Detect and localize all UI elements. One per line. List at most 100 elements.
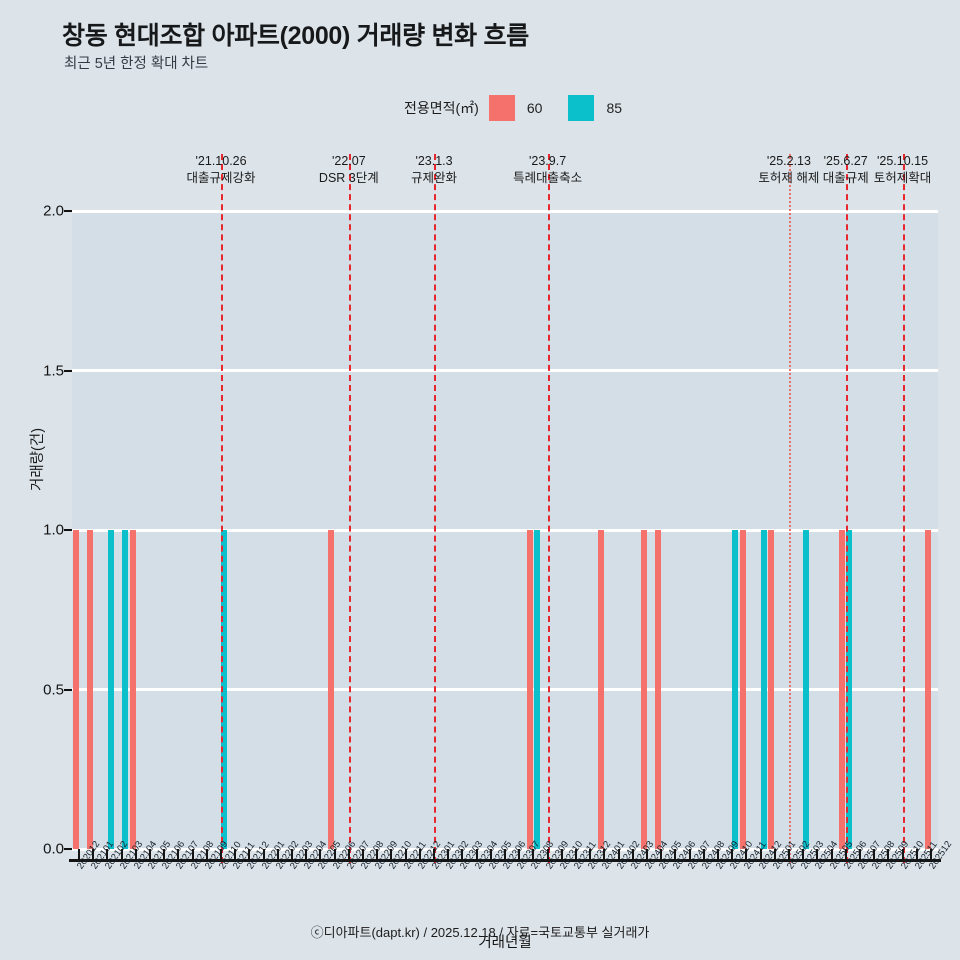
x-tick-mark	[461, 849, 464, 860]
legend-title: 전용면적(㎡)	[404, 100, 479, 116]
y-tick-mark	[64, 369, 72, 372]
bar	[129, 530, 136, 849]
y-tick-label: 0.0	[43, 840, 64, 858]
x-tick-mark	[589, 849, 592, 860]
bar	[768, 530, 775, 849]
y-tick-mark	[64, 529, 72, 531]
x-tick-mark	[220, 849, 223, 860]
x-tick-mark	[915, 849, 918, 860]
bar-series	[72, 211, 938, 849]
x-tick-mark	[674, 849, 677, 860]
x-tick-mark	[617, 849, 620, 860]
x-tick-mark	[149, 849, 152, 860]
x-tick-mark	[802, 849, 805, 860]
bar	[121, 530, 128, 849]
annotation-text: DSR 3단계	[318, 171, 379, 185]
x-tick-mark	[191, 849, 194, 860]
annotation-label: '25.10.15 토허제확대	[874, 153, 932, 187]
x-tick-mark	[887, 849, 890, 860]
bar	[732, 530, 739, 849]
annotation-line	[902, 154, 905, 863]
annotation-text: 특례대출축소	[513, 171, 583, 185]
annotation-date: '23.1.3	[415, 154, 453, 168]
gridline	[72, 528, 938, 532]
x-tick-mark	[787, 849, 790, 860]
annotation-line	[221, 154, 224, 863]
x-tick-mark	[560, 849, 563, 860]
annotation-date: '21.10.26	[195, 154, 247, 168]
x-tick-mark	[362, 849, 365, 860]
bar	[740, 530, 747, 849]
annotation-line	[348, 154, 351, 863]
x-tick-mark	[603, 849, 606, 860]
x-tick-mark	[858, 849, 861, 860]
x-tick-mark	[844, 849, 847, 860]
annotation-label: '21.10.26 대출규제강화	[187, 153, 256, 187]
annotation-label: '23.9.7 특례대출축소	[513, 153, 582, 187]
x-tick-mark	[78, 849, 81, 860]
x-tick-mark	[262, 849, 265, 860]
x-tick-mark	[518, 849, 521, 860]
gridline	[72, 209, 938, 213]
x-tick-mark	[305, 849, 308, 860]
x-tick-mark	[92, 849, 95, 860]
bar	[803, 530, 810, 849]
bar	[527, 530, 534, 849]
x-tick-mark	[163, 849, 166, 860]
x-tick-mark	[489, 849, 492, 860]
x-axis-title: 거래년월	[478, 935, 532, 951]
y-tick-label: 1.0	[43, 521, 64, 539]
annotation-label: '23.1.3 규제완화	[411, 153, 457, 187]
annotation-line	[434, 154, 437, 863]
x-tick-mark	[106, 849, 109, 860]
y-tick-mark	[64, 848, 72, 850]
annotation-label: '25.6.27 대출규제	[823, 153, 869, 187]
x-tick-mark	[645, 849, 648, 860]
x-tick-mark	[546, 849, 549, 860]
x-tick-mark	[248, 849, 251, 860]
annotation-text: 규제완화	[411, 171, 458, 185]
x-tick-mark	[234, 849, 237, 860]
legend-swatch-85	[568, 95, 595, 121]
x-tick-mark	[660, 849, 663, 860]
y-tick-label: 1.5	[43, 362, 64, 379]
x-tick-mark	[716, 849, 719, 860]
annotation-text: 대출규제강화	[186, 171, 256, 185]
page-subtitle: 최근 5년 한정 확대 차트	[64, 56, 209, 72]
bar	[328, 530, 335, 849]
annotation-line	[845, 154, 848, 863]
x-tick-mark	[447, 849, 450, 860]
plot-area: 0.0 0.5 1.0 1.5 2.0 거래량(건) 202012 202101 20210…	[30, 154, 954, 951]
bar	[760, 530, 767, 849]
y-tick-label: 2.0	[43, 202, 64, 220]
bar	[107, 530, 114, 849]
x-tick-mark	[177, 849, 180, 860]
x-tick-mark	[688, 849, 691, 860]
bar	[654, 530, 661, 849]
x-tick-mark	[574, 849, 577, 860]
annotation-date: '25.6.27	[823, 154, 868, 168]
x-tick-mark	[347, 849, 350, 860]
x-tick-mark	[205, 849, 208, 860]
y-tick-mark	[64, 210, 72, 212]
annotation-text: 토허제확대	[873, 171, 932, 185]
annotation-date: '22.07	[331, 154, 366, 168]
x-tick-mark	[404, 849, 407, 860]
x-tick-mark	[376, 849, 379, 860]
legend-label-85: 85	[606, 100, 623, 116]
x-tick-mark	[759, 849, 762, 860]
legend-label-60: 60	[526, 100, 543, 116]
bar	[72, 530, 79, 849]
bar	[533, 530, 540, 849]
footer-credit: ⓒ디아파트(dapt.kr) / 2025.12.18 / 자료=국토교통부 실…	[310, 925, 650, 940]
y-axis-title: 거래량(건)	[30, 427, 46, 491]
x-tick-mark	[418, 849, 421, 860]
x-tick-mark	[901, 849, 904, 860]
x-tick-mark	[929, 849, 932, 860]
annotation-line	[788, 154, 791, 863]
gridline	[72, 369, 938, 372]
annotation-label: '22.07 DSR 3단계	[319, 153, 379, 187]
x-tick-mark	[873, 849, 876, 860]
x-axis-line	[69, 859, 941, 862]
